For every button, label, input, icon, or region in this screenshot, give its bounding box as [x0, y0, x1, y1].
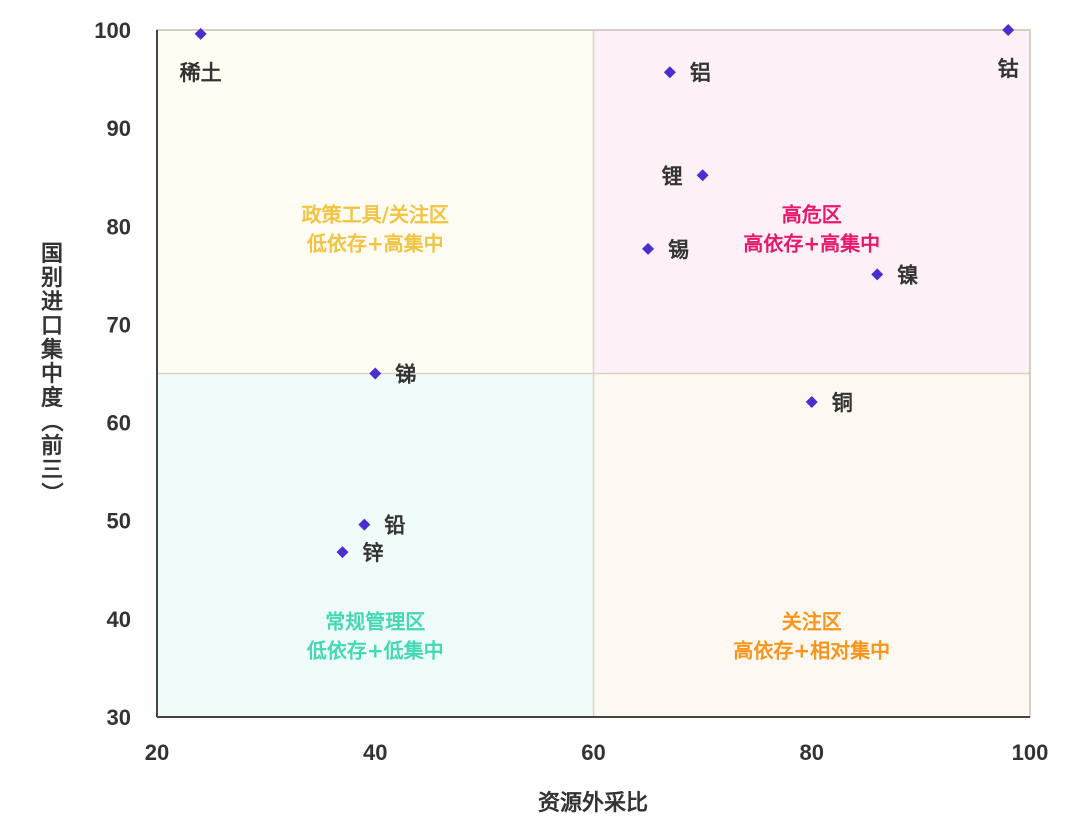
data-point: [369, 367, 382, 380]
y-tick-label: 100: [94, 18, 131, 43]
point-label: 锡: [668, 238, 689, 262]
y-tick-label: 50: [107, 509, 131, 534]
y-tick-label: 90: [107, 116, 131, 141]
y-axis-title-char: 度: [41, 385, 64, 411]
data-point: [696, 169, 709, 182]
x-tick-label: 100: [1012, 740, 1049, 765]
x-tick-label: 20: [145, 740, 169, 765]
point-label: 镍: [897, 263, 918, 287]
quadrant-label-bottom-right: 关注区: [782, 610, 842, 634]
y-tick-label: 60: [107, 411, 131, 436]
point-label: 铜: [832, 391, 853, 415]
x-tick-label: 60: [581, 740, 605, 765]
point-label: 锑: [395, 363, 416, 387]
quadrant-top-left: [157, 30, 594, 374]
y-tick-label: 80: [107, 214, 131, 239]
y-tick-label: 70: [107, 312, 131, 337]
data-point: [358, 518, 371, 531]
quadrant-label-bottom-left: 常规管理区: [325, 610, 425, 634]
quadrant-label-bottom-right: 高依存+相对集中: [733, 639, 890, 663]
data-point: [805, 395, 818, 408]
y-axis-title-char: 国: [41, 242, 63, 267]
data-point: [871, 268, 884, 281]
quadrant-bottom-right: [593, 373, 1030, 717]
y-axis-title-char: 别: [40, 266, 63, 291]
y-axis-title-char: 三: [41, 458, 63, 483]
y-tick-label: 40: [107, 607, 131, 632]
y-tick-label: 30: [107, 705, 131, 730]
y-axis-title-char: ）: [38, 482, 63, 504]
y-axis-title-char: 口: [41, 314, 63, 339]
y-axis-title-char: 中: [41, 362, 63, 387]
quadrant-label-top-left: 政策工具/关注区: [302, 202, 449, 226]
quadrant-label-top-right: 高依存+高集中: [743, 231, 880, 255]
point-label: 锌: [363, 541, 384, 565]
x-axis-title: 资源外采比: [538, 790, 648, 816]
quadrant-label-top-left: 低依存+高集中: [306, 231, 444, 255]
y-axis-title-char: 前: [41, 433, 63, 459]
data-point: [336, 546, 349, 559]
quadrant-label-bottom-left: 低依存+低集中: [306, 639, 444, 663]
data-point: [642, 242, 655, 255]
quadrant-top-right: [593, 30, 1030, 374]
y-axis-title-char: 集: [40, 337, 64, 363]
quadrant-backgrounds: [157, 30, 1030, 717]
quadrant-label-top-right: 高危区: [782, 202, 842, 226]
x-tick-label: 80: [800, 740, 824, 765]
point-label: 铅: [384, 514, 405, 538]
point-label: 钴: [998, 57, 1019, 81]
point-label: 铝: [690, 61, 711, 85]
data-point: [663, 66, 676, 79]
point-label: 锂: [662, 164, 683, 188]
data-point: [1002, 24, 1015, 36]
axes: 20 40 60 80 100 30 40 50 60 70 80 90 100: [94, 18, 1048, 765]
data-point: [194, 27, 207, 40]
quadrant-bottom-left: [157, 373, 594, 717]
point-label: 稀土: [180, 61, 222, 85]
x-tick-label: 40: [363, 740, 387, 765]
y-axis-title-char: 进: [41, 290, 63, 315]
y-axis-title-char: （: [38, 410, 63, 432]
